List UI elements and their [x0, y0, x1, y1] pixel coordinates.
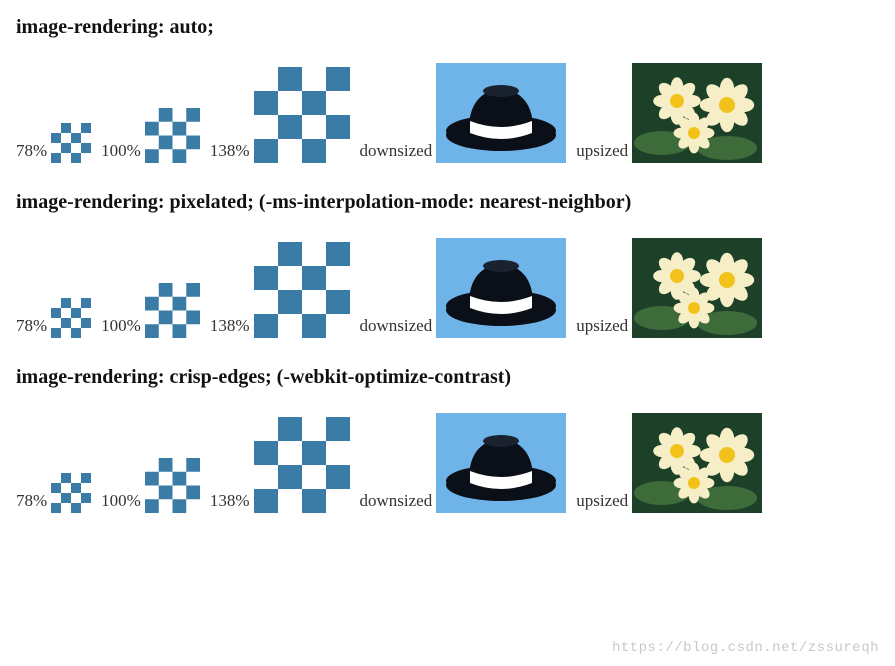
section-2: image-rendering: crisp-edges; (-webkit-o… — [16, 366, 879, 513]
sample-100: 100% — [101, 283, 200, 338]
checker-image — [51, 298, 91, 338]
label-78: 78% — [16, 141, 47, 163]
flower-image — [632, 238, 762, 338]
label-downsized: downsized — [360, 491, 433, 513]
flower-image — [632, 413, 762, 513]
sample-row: 78% 100% 138% downsized upsized — [16, 63, 879, 163]
checker-image — [145, 283, 200, 338]
checker-image — [51, 123, 91, 163]
sample-upsized: upsized — [576, 63, 762, 163]
sample-100: 100% — [101, 108, 200, 163]
label-138: 138% — [210, 141, 250, 163]
sample-upsized: upsized — [576, 238, 762, 338]
section-1: image-rendering: pixelated; (-ms-interpo… — [16, 191, 879, 338]
section-heading: image-rendering: crisp-edges; (-webkit-o… — [16, 366, 879, 389]
hat-image — [436, 238, 566, 338]
checker-image — [145, 108, 200, 163]
hat-image — [436, 413, 566, 513]
label-138: 138% — [210, 316, 250, 338]
label-78: 78% — [16, 316, 47, 338]
label-78: 78% — [16, 491, 47, 513]
label-100: 100% — [101, 316, 141, 338]
label-138: 138% — [210, 491, 250, 513]
sample-138: 138% — [210, 242, 350, 338]
sample-78: 78% — [16, 298, 91, 338]
label-downsized: downsized — [360, 316, 433, 338]
sample-downsized: downsized — [360, 413, 567, 513]
sample-138: 138% — [210, 417, 350, 513]
label-100: 100% — [101, 141, 141, 163]
sample-downsized: downsized — [360, 63, 567, 163]
checker-image — [254, 417, 350, 513]
sample-row: 78% 100% 138% downsized upsized — [16, 413, 879, 513]
hat-image — [436, 63, 566, 163]
sample-row: 78% 100% 138% downsized upsized — [16, 238, 879, 338]
checker-image — [254, 67, 350, 163]
checker-image — [51, 473, 91, 513]
section-heading: image-rendering: auto; — [16, 16, 879, 39]
sample-138: 138% — [210, 67, 350, 163]
sample-78: 78% — [16, 473, 91, 513]
label-upsized: upsized — [576, 491, 628, 513]
sample-downsized: downsized — [360, 238, 567, 338]
label-upsized: upsized — [576, 316, 628, 338]
watermark-text: https://blog.csdn.net/zssureqh — [612, 640, 879, 656]
label-100: 100% — [101, 491, 141, 513]
checker-image — [145, 458, 200, 513]
sample-100: 100% — [101, 458, 200, 513]
label-downsized: downsized — [360, 141, 433, 163]
label-upsized: upsized — [576, 141, 628, 163]
checker-image — [254, 242, 350, 338]
sample-78: 78% — [16, 123, 91, 163]
sample-upsized: upsized — [576, 413, 762, 513]
section-heading: image-rendering: pixelated; (-ms-interpo… — [16, 191, 879, 214]
section-0: image-rendering: auto; 78% 100% 138% dow… — [16, 16, 879, 163]
flower-image — [632, 63, 762, 163]
